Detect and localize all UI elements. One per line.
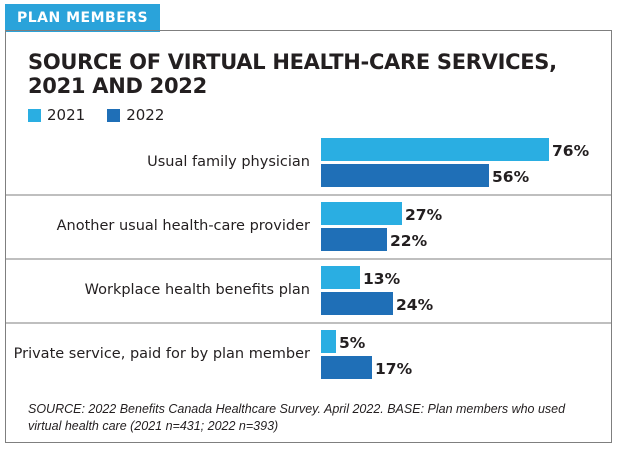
category-label: Workplace health benefits plan	[85, 282, 310, 298]
legend-swatch-2022	[107, 108, 121, 122]
data-label-2022: 17%	[375, 360, 413, 378]
legend-item-2022: 2022	[107, 106, 164, 124]
legend-item-2021: 2021	[28, 106, 85, 124]
category-label: Usual family physician	[147, 154, 310, 170]
bar-2022	[321, 356, 372, 379]
source-note: SOURCE: 2022 Benefits Canada Healthcare …	[28, 402, 566, 433]
data-label-2021: 27%	[405, 206, 443, 224]
data-label-2022: 22%	[390, 232, 428, 250]
bar-chart: Usual family physician 76% 56% Another usua…	[5, 138, 612, 379]
legend-swatch-2021	[28, 108, 41, 122]
bar-2022	[321, 292, 393, 315]
bar-2021	[321, 266, 360, 289]
data-label-2022: 24%	[396, 296, 434, 314]
data-label-2021: 5%	[339, 334, 366, 352]
bar-2021	[321, 202, 402, 225]
bar-2022	[321, 164, 489, 187]
data-label-2022: 56%	[492, 168, 530, 186]
chart-frame	[5, 30, 612, 443]
section-tab: PLAN MEMBERS	[5, 4, 161, 32]
bar-2021	[321, 138, 549, 161]
category-label: Another usual health-care provider	[57, 218, 310, 234]
bar-2021	[321, 330, 336, 353]
legend-label-2022: 2022	[126, 106, 165, 124]
data-label-2021: 76%	[552, 142, 590, 160]
data-label-2021: 13%	[363, 270, 401, 288]
legend-label-2021: 2021	[47, 106, 86, 124]
bar-2022	[321, 228, 387, 251]
chart-legend: 2021 2022	[28, 106, 186, 124]
chart-title: SOURCE OF VIRTUAL HEALTH-CARE SERVICES, …	[28, 50, 557, 98]
category-label: Private service, paid for by plan member	[14, 346, 310, 362]
